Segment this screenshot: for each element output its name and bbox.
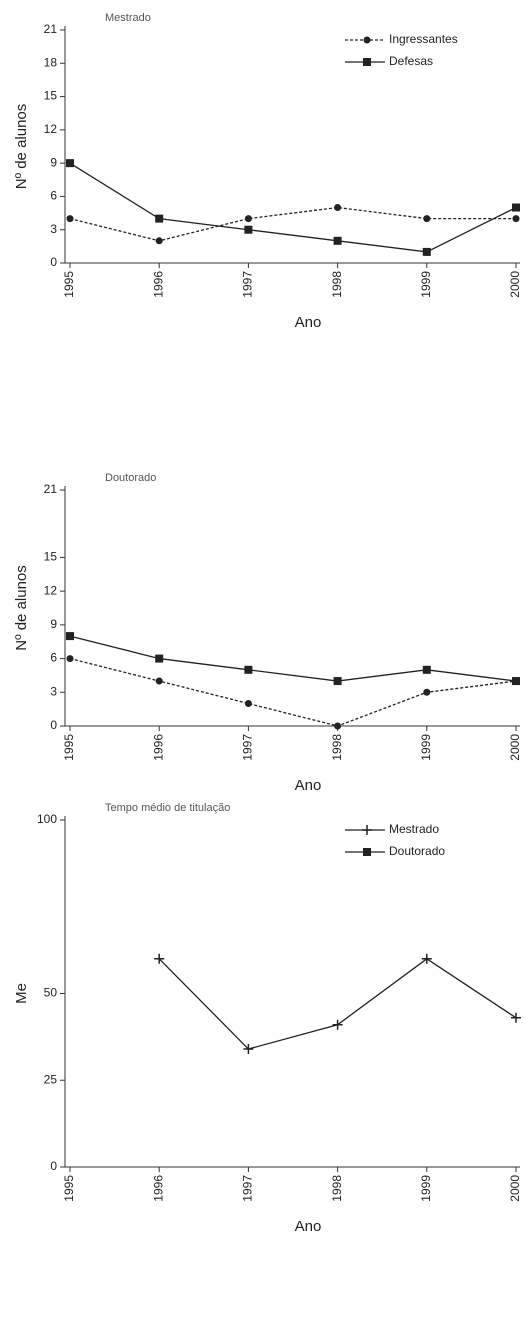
x-tick-label: 1995: [62, 271, 76, 298]
legend-label: Ingressantes: [389, 32, 458, 46]
x-tick-label: 1999: [419, 1175, 433, 1202]
y-tick-label: 15: [44, 550, 58, 564]
legend-label: Doutorado: [389, 844, 445, 858]
point: [423, 688, 431, 696]
x-tick-label: 1998: [330, 734, 344, 761]
legend-label: Mestrado: [389, 822, 439, 836]
x-tick-label: 1998: [330, 1175, 344, 1202]
series-line: [69, 206, 516, 242]
y-tick-label: 0: [50, 718, 57, 732]
point: [363, 848, 371, 856]
title: Mestrado: [105, 12, 151, 24]
y-tick-label: 100: [37, 812, 57, 826]
y-tick-label: 21: [44, 22, 58, 36]
point: [334, 204, 342, 212]
x-tick-label: 1995: [62, 734, 76, 761]
y-tick-label: 25: [44, 1072, 58, 1086]
legend-label: Defesas: [389, 54, 433, 68]
y-tick-label: 12: [44, 583, 58, 597]
y-tick-label: 0: [50, 255, 57, 269]
series-line: [69, 635, 517, 682]
y-tick-label: 6: [50, 651, 57, 665]
y-axis-label: Me: [13, 983, 30, 1004]
title: Tempo médio de titulação: [105, 802, 230, 814]
point: [334, 722, 342, 730]
x-tick-label: 1997: [241, 734, 255, 761]
point: [155, 237, 163, 245]
point: [511, 1012, 521, 1023]
y-tick-label: 18: [44, 55, 58, 69]
x-tick-label: 1996: [151, 734, 165, 761]
x-tick-label: 1996: [151, 271, 165, 298]
point: [155, 677, 163, 685]
x-tick-label: 2000: [508, 1175, 522, 1202]
point: [363, 36, 371, 44]
title: Doutorado: [105, 472, 156, 484]
point: [66, 655, 74, 663]
x-tick-label: 1999: [419, 271, 433, 298]
series-line: [69, 657, 517, 727]
x-tick-label: 1997: [241, 1175, 255, 1202]
point: [66, 215, 74, 223]
x-tick-label: 1998: [330, 271, 344, 298]
point: [332, 1019, 343, 1030]
y-tick-label: 3: [50, 222, 57, 236]
y-tick-label: 9: [50, 617, 57, 631]
point: [155, 654, 164, 663]
x-tick-label: 1995: [62, 1175, 76, 1202]
x-tick-label: 2000: [508, 734, 522, 761]
x-axis-label: Ano: [295, 1218, 322, 1235]
point: [243, 1044, 254, 1055]
point: [154, 953, 165, 964]
point: [512, 677, 520, 686]
point: [421, 953, 432, 964]
point: [362, 825, 372, 835]
point: [244, 215, 252, 223]
point: [155, 214, 164, 223]
point: [244, 225, 253, 234]
series-line: [158, 958, 517, 1050]
x-tick-label: 1997: [241, 271, 255, 298]
point: [423, 215, 431, 223]
point: [363, 58, 371, 66]
point: [66, 632, 74, 641]
y-tick-label: 9: [50, 155, 57, 169]
point: [512, 215, 520, 223]
point: [66, 159, 74, 168]
y-tick-label: 50: [44, 986, 58, 1000]
point: [422, 665, 431, 674]
y-axis-label: Nº de alunos: [13, 565, 30, 651]
series-line: [69, 162, 517, 253]
y-axis-label: Nº de alunos: [13, 104, 30, 190]
y-tick-label: 12: [44, 122, 58, 136]
x-axis-label: Ano: [295, 777, 322, 794]
point: [333, 677, 342, 686]
x-tick-label: 2000: [508, 271, 522, 298]
point: [512, 203, 520, 212]
y-tick-label: 6: [50, 189, 57, 203]
x-axis-label: Ano: [295, 314, 322, 331]
y-tick-label: 21: [44, 482, 58, 496]
x-tick-label: 1996: [151, 1175, 165, 1202]
point: [422, 247, 431, 256]
y-tick-label: 3: [50, 684, 57, 698]
x-tick-label: 1999: [419, 734, 433, 761]
y-tick-label: 0: [50, 1159, 57, 1173]
point: [244, 665, 253, 674]
point: [244, 700, 252, 708]
point: [333, 236, 342, 245]
y-tick-label: 15: [44, 89, 58, 103]
